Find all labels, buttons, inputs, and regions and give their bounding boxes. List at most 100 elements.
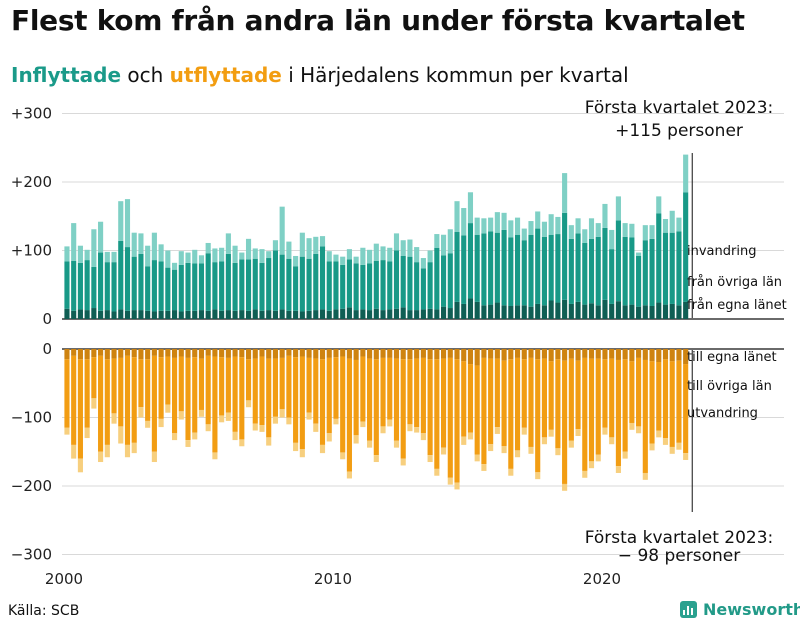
series-label-inflow: från egna länet — [687, 298, 787, 313]
bar-invandring — [98, 221, 104, 253]
bar-invandring — [541, 221, 547, 237]
bar-utvandring — [118, 426, 124, 444]
bar-från-övriga-län — [98, 252, 104, 311]
bar-från-övriga-län — [434, 247, 440, 310]
bar-invandring — [111, 251, 117, 263]
bar-från-övriga-län — [488, 231, 494, 305]
bar-till-övriga-län — [353, 359, 359, 436]
bar-utvandring — [380, 426, 386, 434]
bar-från-egna-länet — [165, 310, 171, 319]
bar-från-övriga-län — [219, 261, 225, 311]
bar-till-egna-länet — [501, 349, 507, 361]
y-tick-label: +300 — [11, 105, 52, 123]
bar-till-egna-länet — [111, 349, 117, 359]
bar-från-egna-länet — [71, 310, 77, 319]
bar-invandring — [192, 249, 198, 264]
bar-från-övriga-län — [582, 242, 588, 305]
bar-från-övriga-län — [669, 232, 675, 304]
chart-title: Flest kom från andra län under första kv… — [11, 4, 745, 37]
bar-invandring — [299, 232, 305, 257]
bar-invandring — [252, 248, 258, 259]
bar-invandring — [649, 225, 655, 239]
bar-utvandring — [602, 427, 608, 435]
bar-utvandring — [111, 413, 117, 424]
bar-invandring — [286, 241, 292, 259]
bar-till-övriga-län — [245, 359, 252, 401]
bar-invandring — [104, 251, 110, 263]
bar-utvandring — [225, 412, 231, 421]
bar-från-egna-länet — [212, 309, 218, 319]
bar-från-övriga-län — [84, 260, 90, 311]
bar-från-egna-länet — [340, 308, 346, 319]
bar-från-övriga-län — [575, 233, 581, 302]
bar-till-övriga-län — [588, 358, 595, 462]
bar-från-egna-länet — [508, 305, 514, 319]
bar-utvandring — [615, 466, 621, 473]
y-tick-label: 0 — [42, 310, 52, 328]
bar-till-egna-länet — [414, 349, 420, 359]
bar-invandring — [259, 249, 265, 263]
bar-invandring — [481, 218, 487, 234]
bar-från-övriga-län — [353, 263, 359, 311]
bar-utvandring — [387, 419, 393, 427]
bar-invandring — [245, 238, 252, 260]
bar-till-egna-länet — [212, 349, 218, 357]
bar-från-egna-länet — [373, 308, 379, 319]
bar-utvandring — [326, 433, 332, 442]
bar-till-egna-länet — [494, 349, 500, 359]
bar-till-övriga-län — [205, 355, 211, 425]
bar-utvandring — [239, 439, 245, 447]
bar-till-egna-länet — [252, 349, 258, 359]
bar-utvandring — [575, 429, 581, 436]
bar-från-övriga-län — [232, 262, 238, 311]
bar-till-övriga-län — [266, 358, 272, 438]
bar-från-övriga-län — [683, 192, 689, 302]
bar-från-egna-länet — [239, 310, 245, 319]
bar-till-övriga-län — [494, 358, 500, 428]
bar-från-övriga-län — [64, 261, 70, 309]
bar-från-egna-länet — [219, 310, 225, 319]
bar-till-egna-länet — [205, 349, 211, 356]
bar-till-övriga-län — [662, 359, 669, 439]
bar-till-egna-länet — [373, 349, 379, 360]
bar-till-övriga-län — [447, 357, 453, 478]
bar-till-egna-länet — [158, 349, 164, 358]
bar-invandring — [172, 262, 178, 270]
bar-från-övriga-län — [501, 229, 507, 306]
bar-från-övriga-län — [427, 262, 433, 309]
bar-invandring — [454, 201, 460, 233]
bar-till-egna-länet — [461, 349, 467, 362]
bar-invandring — [582, 229, 588, 243]
bar-utvandring — [313, 423, 319, 432]
bar-invandring — [609, 229, 615, 250]
x-tick-label: 2020 — [583, 570, 621, 588]
bar-från-övriga-län — [642, 240, 648, 306]
bar-till-egna-länet — [232, 349, 238, 357]
bar-från-övriga-län — [185, 262, 191, 311]
bar-från-egna-länet — [98, 310, 104, 319]
annotation-bottom-line: − 98 personer — [618, 546, 740, 566]
bar-invandring — [387, 247, 393, 262]
bar-utvandring — [185, 440, 191, 447]
bar-till-egna-länet — [656, 349, 662, 363]
bar-från-egna-länet — [178, 311, 184, 319]
bar-invandring — [575, 218, 581, 234]
bar-invandring — [514, 217, 521, 235]
bar-till-övriga-län — [582, 357, 588, 471]
bar-utvandring — [205, 424, 211, 432]
bar-från-egna-länet — [306, 310, 312, 319]
bar-utvandring — [548, 429, 554, 437]
bar-till-egna-länet — [548, 349, 554, 362]
bar-till-övriga-län — [474, 365, 480, 455]
bar-från-övriga-län — [71, 260, 77, 311]
bar-utvandring — [192, 432, 198, 440]
bar-från-övriga-län — [447, 253, 453, 309]
bar-utvandring — [683, 453, 689, 460]
bar-från-övriga-län — [622, 236, 628, 306]
bar-invandring — [662, 218, 669, 233]
bar-från-övriga-län — [259, 262, 265, 311]
bar-utvandring — [340, 452, 346, 460]
bar-från-egna-länet — [192, 310, 198, 319]
bar-från-egna-länet — [84, 310, 90, 319]
bar-utvandring — [367, 440, 373, 448]
